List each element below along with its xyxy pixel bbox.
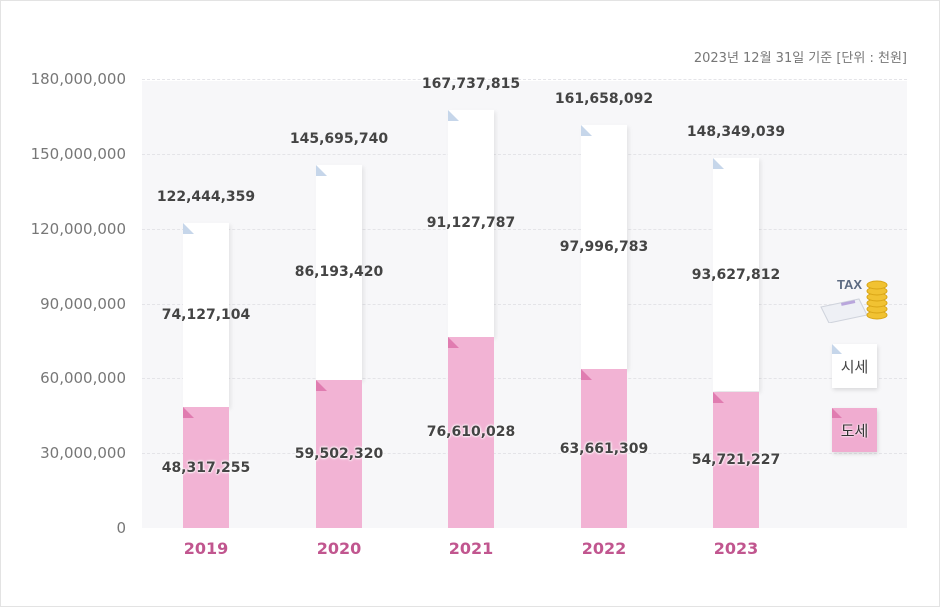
y-tick-label: 180,000,000 bbox=[30, 70, 126, 88]
gridline bbox=[142, 79, 907, 80]
province-label: 63,661,309 bbox=[559, 440, 649, 457]
x-tick-label: 2023 bbox=[713, 539, 759, 558]
city-label: 97,996,783 bbox=[559, 238, 649, 255]
bar-city-2022 bbox=[581, 124, 627, 370]
unit-note: 2023년 12월 31일 기준 [단위 : 천원] bbox=[693, 51, 907, 66]
y-tick-label: 120,000,000 bbox=[30, 219, 126, 238]
y-tick-label: 0 bbox=[116, 519, 126, 537]
city-label: 86,193,420 bbox=[294, 264, 384, 281]
city-label: 74,127,104 bbox=[161, 307, 251, 324]
y-tick-label: 150,000,000 bbox=[30, 144, 126, 163]
city-label: 93,627,812 bbox=[691, 266, 781, 283]
legend-city-label: 시세 bbox=[840, 357, 869, 376]
gridline bbox=[142, 453, 907, 455]
gridline bbox=[142, 228, 907, 230]
legend-province: 도세 bbox=[832, 408, 877, 452]
province-label: 76,610,028 bbox=[426, 424, 516, 441]
bar-city-2020 bbox=[316, 164, 362, 380]
city-label: 91,127,787 bbox=[426, 215, 516, 232]
x-tick-label: 2020 bbox=[316, 539, 362, 558]
y-tick-label: 90,000,000 bbox=[40, 294, 126, 313]
total-label: 167,737,815 bbox=[421, 75, 521, 92]
gridline bbox=[142, 153, 907, 155]
bar-province-2023 bbox=[713, 391, 759, 528]
bar-province-2019 bbox=[183, 407, 229, 528]
bar-province-2022 bbox=[581, 369, 627, 528]
x-tick-label: 2022 bbox=[581, 539, 627, 558]
total-label: 148,349,039 bbox=[686, 123, 786, 140]
tax-text: TAX bbox=[837, 277, 862, 292]
total-label: 145,695,740 bbox=[289, 130, 389, 147]
province-label: 48,317,255 bbox=[161, 459, 251, 476]
bar-city-2021 bbox=[448, 109, 494, 337]
bar-city-2019 bbox=[183, 222, 229, 408]
tax-card-coins-icon: TAX bbox=[820, 277, 888, 323]
gridline bbox=[142, 303, 907, 305]
bar-province-2021 bbox=[448, 336, 494, 528]
gridline bbox=[142, 378, 907, 380]
total-label: 161,658,092 bbox=[554, 90, 654, 107]
y-tick-label: 60,000,000 bbox=[40, 369, 126, 388]
x-tick-label: 2019 bbox=[183, 539, 229, 558]
total-label: 122,444,359 bbox=[156, 188, 256, 205]
x-tick-label: 2021 bbox=[448, 539, 494, 558]
legend-city: 시세 bbox=[832, 344, 877, 388]
province-label: 59,502,320 bbox=[294, 445, 384, 462]
bar-city-2023 bbox=[713, 157, 759, 392]
y-tick-label: 30,000,000 bbox=[40, 444, 126, 463]
bar-province-2020 bbox=[316, 379, 362, 528]
legend-province-label: 도세 bbox=[840, 421, 869, 440]
province-label: 54,721,227 bbox=[691, 451, 781, 468]
